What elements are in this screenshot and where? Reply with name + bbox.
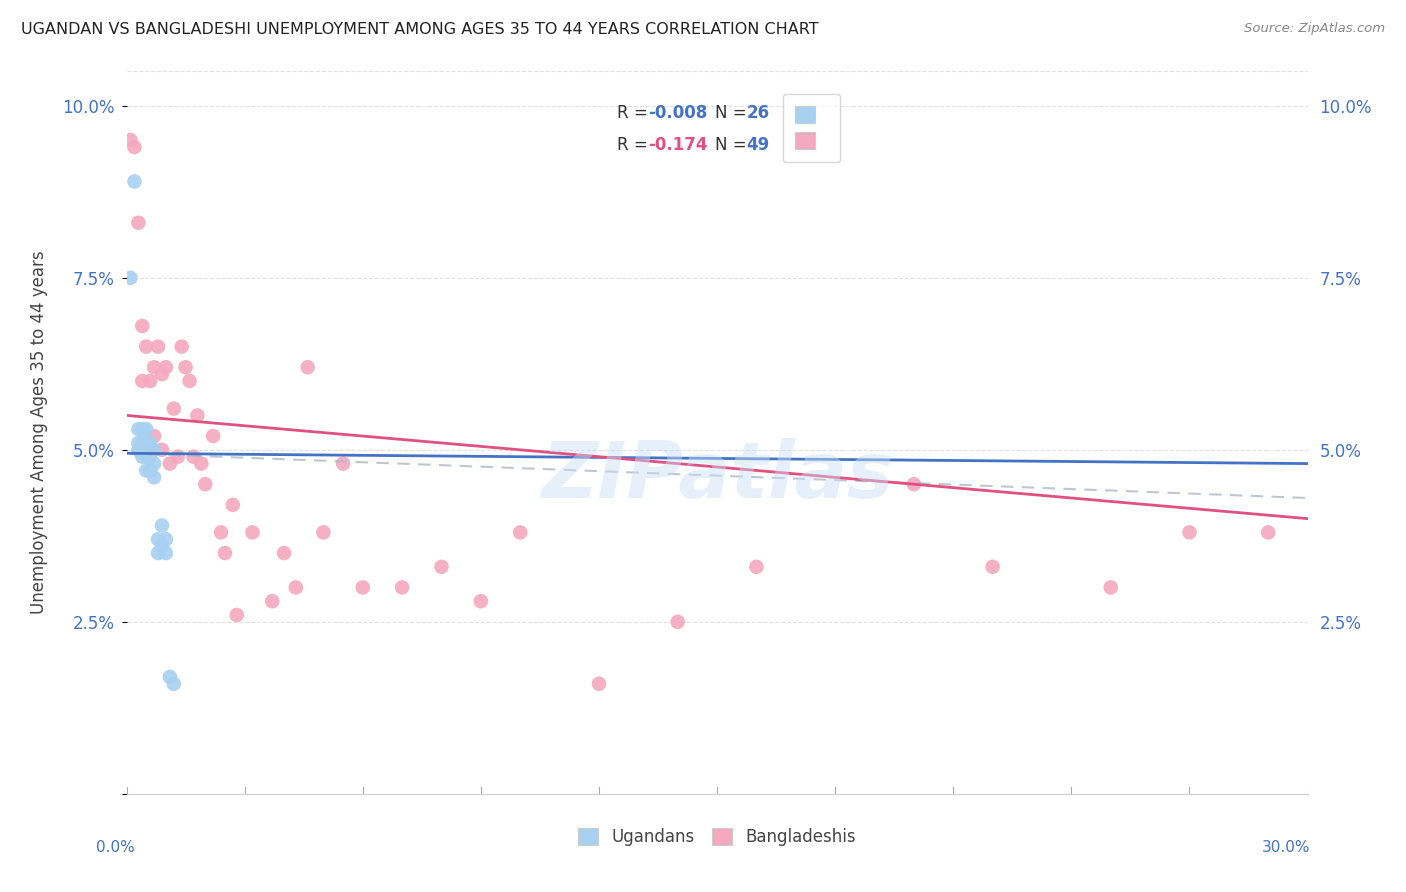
Point bbox=[1178, 525, 1201, 540]
Text: R =: R = bbox=[617, 103, 652, 122]
Point bbox=[131, 374, 153, 388]
Point bbox=[214, 546, 236, 560]
Point bbox=[190, 457, 212, 471]
Text: 26: 26 bbox=[747, 103, 769, 122]
Point bbox=[124, 174, 146, 188]
Point bbox=[127, 216, 149, 230]
Point bbox=[124, 140, 146, 154]
Point bbox=[143, 470, 166, 484]
Point bbox=[470, 594, 492, 608]
Point bbox=[120, 133, 142, 147]
Point bbox=[202, 429, 225, 443]
Point bbox=[225, 607, 247, 622]
Point bbox=[146, 340, 169, 354]
Text: 0.0%: 0.0% bbox=[96, 840, 135, 855]
Point bbox=[146, 546, 169, 560]
Point bbox=[155, 533, 177, 547]
Point bbox=[262, 594, 284, 608]
Point bbox=[131, 450, 153, 464]
Point bbox=[284, 581, 307, 595]
Point bbox=[150, 367, 173, 381]
Point bbox=[222, 498, 245, 512]
Point bbox=[135, 340, 157, 354]
Text: N =: N = bbox=[714, 103, 752, 122]
Point bbox=[273, 546, 295, 560]
Point bbox=[150, 539, 173, 553]
Point bbox=[120, 270, 142, 285]
Point bbox=[186, 409, 208, 423]
Point bbox=[194, 477, 217, 491]
Point bbox=[174, 360, 197, 375]
Point bbox=[131, 436, 153, 450]
Point bbox=[135, 450, 157, 464]
Text: -0.174: -0.174 bbox=[648, 136, 709, 154]
Point bbox=[127, 442, 149, 457]
Point bbox=[139, 442, 162, 457]
Text: UGANDAN VS BANGLADESHI UNEMPLOYMENT AMONG AGES 35 TO 44 YEARS CORRELATION CHART: UGANDAN VS BANGLADESHI UNEMPLOYMENT AMON… bbox=[21, 22, 818, 37]
Point bbox=[143, 429, 166, 443]
Point bbox=[170, 340, 193, 354]
Point bbox=[179, 374, 201, 388]
Point bbox=[352, 581, 374, 595]
Point bbox=[150, 442, 173, 457]
Text: -0.008: -0.008 bbox=[648, 103, 707, 122]
Point bbox=[143, 457, 166, 471]
Text: Source: ZipAtlas.com: Source: ZipAtlas.com bbox=[1244, 22, 1385, 36]
Point bbox=[509, 525, 531, 540]
Point bbox=[981, 559, 1004, 574]
Point bbox=[139, 374, 162, 388]
Point bbox=[430, 559, 453, 574]
Point bbox=[139, 436, 162, 450]
Point bbox=[159, 670, 181, 684]
Point bbox=[155, 546, 177, 560]
Point bbox=[745, 559, 768, 574]
Text: 49: 49 bbox=[747, 136, 770, 154]
Point bbox=[1099, 581, 1122, 595]
Point bbox=[131, 422, 153, 436]
Point bbox=[143, 442, 166, 457]
Point bbox=[1257, 525, 1279, 540]
Point bbox=[666, 615, 689, 629]
Point bbox=[131, 318, 153, 333]
Point bbox=[903, 477, 925, 491]
Point bbox=[155, 360, 177, 375]
Point bbox=[146, 533, 169, 547]
Point bbox=[209, 525, 232, 540]
Point bbox=[163, 677, 186, 691]
Point bbox=[135, 436, 157, 450]
Point bbox=[127, 422, 149, 436]
Text: 30.0%: 30.0% bbox=[1263, 840, 1310, 855]
Point bbox=[297, 360, 319, 375]
Y-axis label: Unemployment Among Ages 35 to 44 years: Unemployment Among Ages 35 to 44 years bbox=[31, 251, 48, 615]
Point bbox=[135, 422, 157, 436]
Point bbox=[183, 450, 205, 464]
Point bbox=[166, 450, 188, 464]
Point bbox=[332, 457, 354, 471]
Point bbox=[127, 436, 149, 450]
Point bbox=[139, 450, 162, 464]
Legend: Ugandans, Bangladeshis: Ugandans, Bangladeshis bbox=[569, 820, 865, 855]
Point bbox=[139, 463, 162, 477]
Point bbox=[312, 525, 335, 540]
Point bbox=[159, 457, 181, 471]
Point bbox=[588, 677, 610, 691]
Point bbox=[391, 581, 413, 595]
Text: R =: R = bbox=[617, 136, 658, 154]
Point bbox=[143, 360, 166, 375]
Point bbox=[135, 463, 157, 477]
Point bbox=[242, 525, 264, 540]
Text: N =: N = bbox=[714, 136, 752, 154]
Point bbox=[163, 401, 186, 416]
Text: ZIPatlas: ZIPatlas bbox=[541, 438, 893, 514]
Point bbox=[150, 518, 173, 533]
